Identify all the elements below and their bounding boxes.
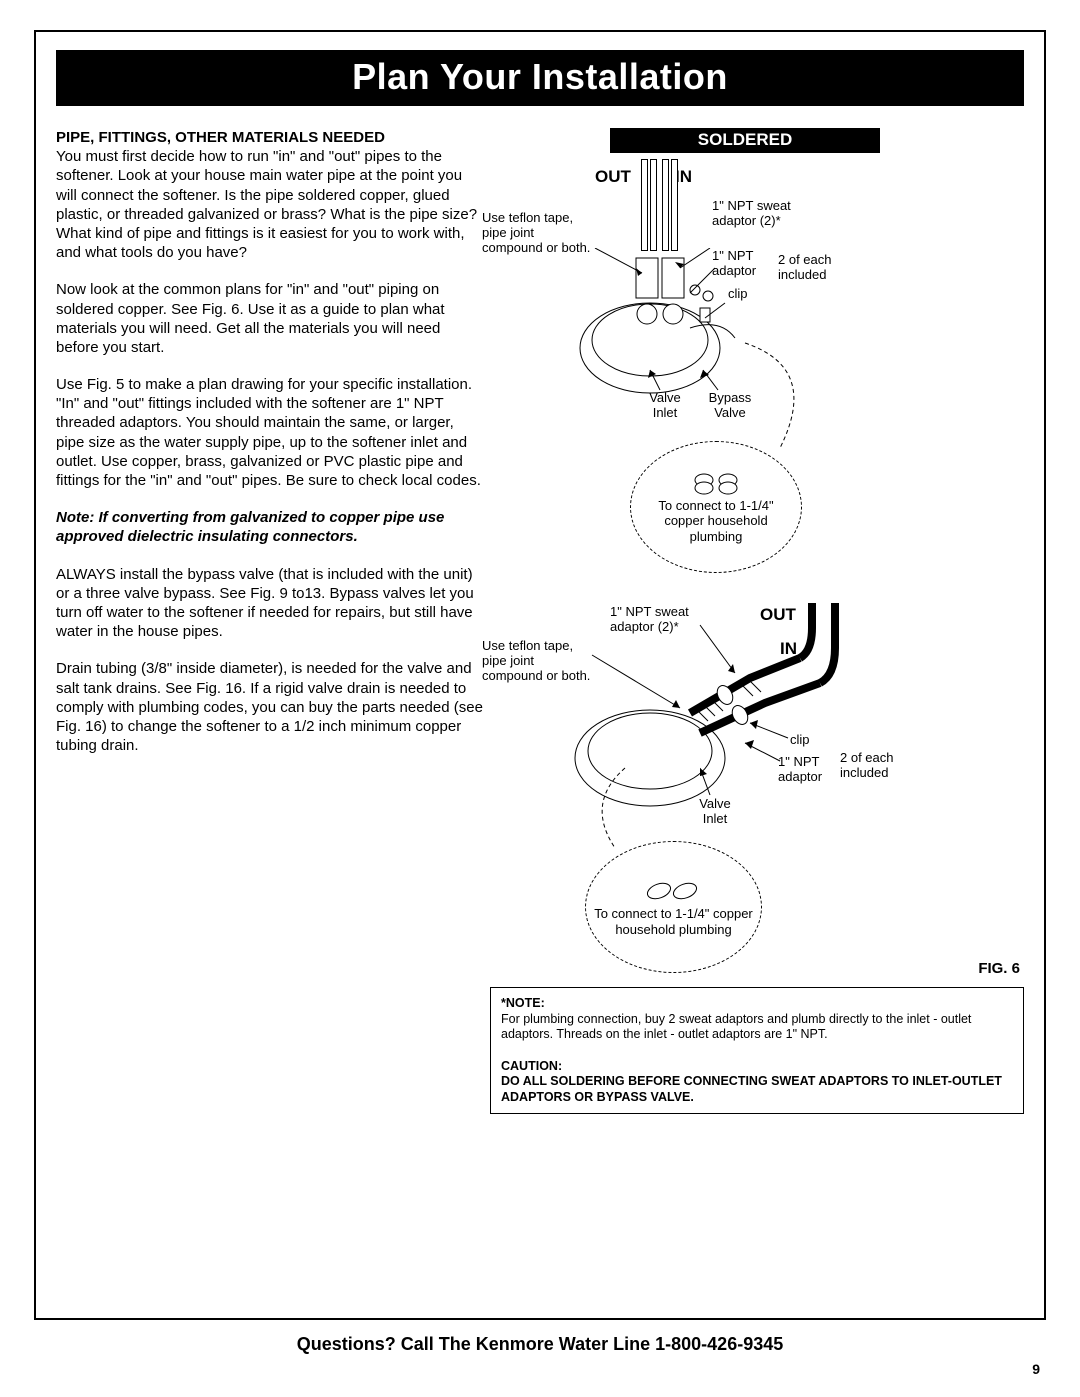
columns: PIPE, FITTINGS, OTHER MATERIALS NEEDED Y…	[56, 128, 1024, 1114]
left-column: PIPE, FITTINGS, OTHER MATERIALS NEEDED Y…	[56, 128, 484, 1114]
label-included-bot: 2 of each included	[840, 751, 910, 781]
page-number: 9	[1032, 1361, 1040, 1377]
pipe-in-top-2	[671, 159, 678, 251]
pipe-out-top	[641, 159, 648, 251]
copper-connect-bot: To connect to 1-1/4" copper household pl…	[585, 841, 762, 973]
right-column: SOLDERED OUT IN Use teflon tape, pipe jo…	[484, 128, 1024, 1114]
note-box: *NOTE: For plumbing connection, buy 2 sw…	[490, 987, 1024, 1114]
paragraph-note: Note: If converting from galvanized to c…	[56, 508, 484, 546]
dashed-lead-top	[740, 338, 860, 458]
fittings-icon-bot	[639, 876, 709, 906]
paragraph-2: Now look at the common plans for "in" an…	[56, 280, 484, 357]
page: Plan Your Installation PIPE, FITTINGS, O…	[0, 0, 1080, 1397]
fittings-icon	[686, 470, 746, 498]
caution-body: DO ALL SOLDERING BEFORE CONNECTING SWEAT…	[501, 1074, 1002, 1104]
soldered-heading: SOLDERED	[610, 128, 880, 153]
copper-text-bot: To connect to 1-1/4" copper household pl…	[586, 906, 761, 937]
caution-head: CAUTION:	[501, 1059, 562, 1073]
paragraph-3: Use Fig. 5 to make a plan drawing for yo…	[56, 375, 484, 490]
figure-6-area: OUT IN Use teflon tape, pipe joint compo…	[490, 153, 1024, 983]
dashed-lead-bot	[575, 763, 655, 853]
paragraph-5: ALWAYS install the bypass valve (that is…	[56, 565, 484, 642]
note-body: For plumbing connection, buy 2 sweat ada…	[501, 1012, 971, 1042]
figure-caption: FIG. 6	[978, 960, 1020, 977]
page-title: Plan Your Installation	[56, 50, 1024, 106]
label-out-top: OUT	[595, 167, 631, 187]
leader-arrows-bot	[700, 713, 840, 803]
copper-connect-top: To connect to 1-1/4" copper household pl…	[630, 441, 802, 573]
note-head: *NOTE:	[501, 996, 545, 1010]
paragraph-6: Drain tubing (3/8" inside diameter), is …	[56, 659, 484, 755]
content-frame: Plan Your Installation PIPE, FITTINGS, O…	[34, 30, 1046, 1320]
footer: Questions? Call The Kenmore Water Line 1…	[34, 1334, 1046, 1355]
section-heading: PIPE, FITTINGS, OTHER MATERIALS NEEDED	[56, 128, 484, 147]
paragraph-1: You must first decide how to run "in" an…	[56, 147, 484, 262]
copper-text-top: To connect to 1-1/4" copper household pl…	[631, 498, 801, 545]
pipe-out-top-2	[650, 159, 657, 251]
pipe-in-top	[662, 159, 669, 251]
label-sweat-top: 1" NPT sweat adaptor (2)*	[712, 199, 832, 229]
